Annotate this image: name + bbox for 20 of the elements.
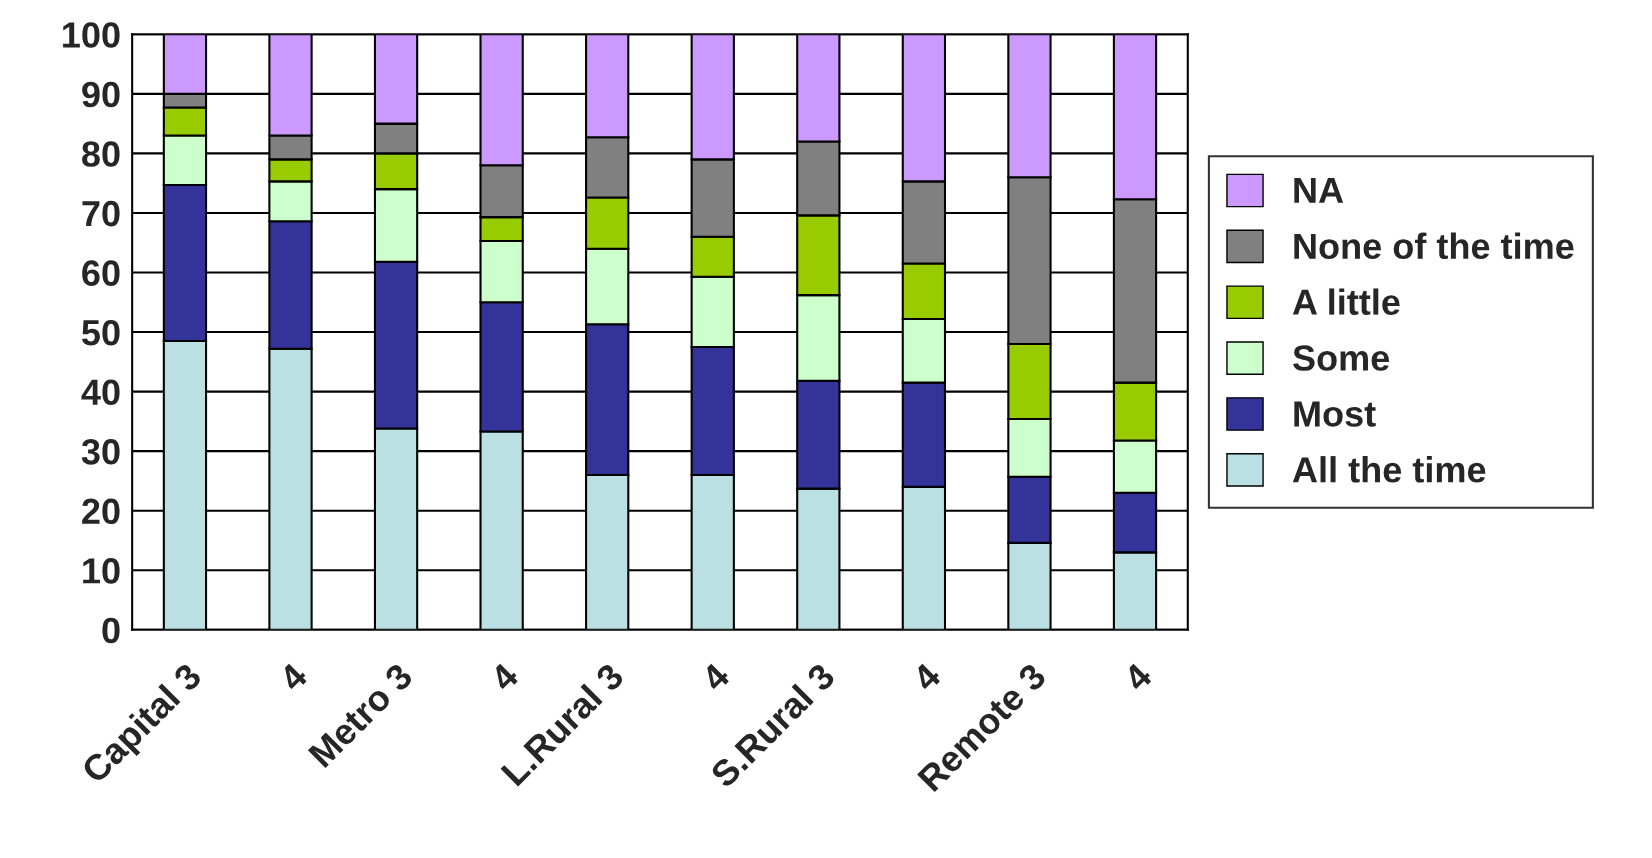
legend-label: None of the time [1294,232,1574,260]
legend-label: Some [1292,345,1390,371]
legend-label: A little [1292,288,1400,315]
y-tick-label: 80 [82,141,120,167]
y-tick-label: 70 [82,200,120,227]
x-tick-label: 4 [1122,661,1154,693]
y-tick-label: 60 [82,260,120,286]
x-tick-label: 4 [277,661,309,693]
x-tick-label: 4 [911,661,943,693]
legend-label: Most [1294,401,1376,427]
y-tick-label: 100 [63,22,120,48]
y-tick-label: 20 [82,498,120,525]
y-tick-label: 50 [82,319,120,346]
y-tick-label: 0 [102,617,120,644]
legend-label: All the time [1292,456,1486,483]
y-tick-label: 30 [81,439,120,465]
legend-label: NA [1294,178,1344,203]
y-tick-label: 90 [82,81,120,108]
y-tick-label: 10 [83,558,120,584]
y-tick-label: 40 [81,379,120,406]
